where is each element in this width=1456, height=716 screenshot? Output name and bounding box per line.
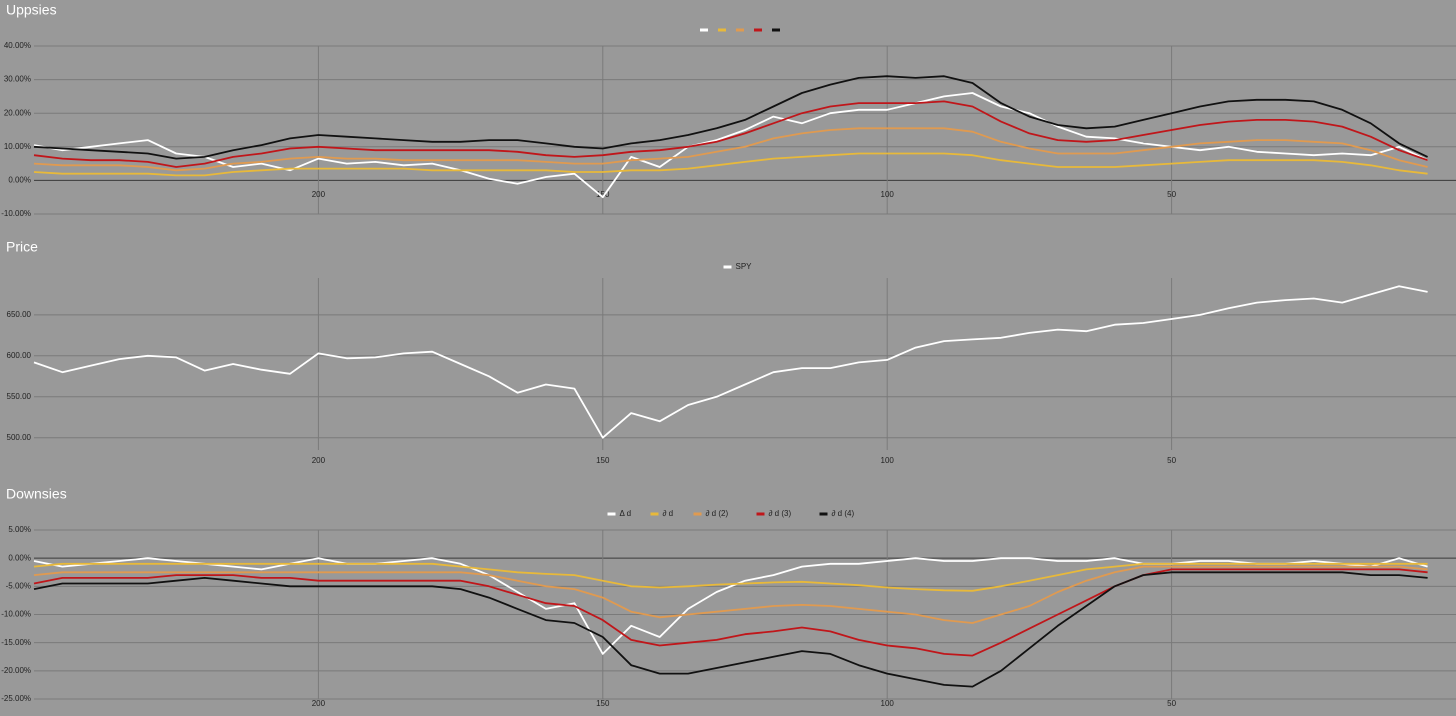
y-tick-label: 10.00% xyxy=(4,142,31,151)
series-line xyxy=(33,127,1428,172)
legend-swatch xyxy=(754,28,762,32)
x-tick-label: 150 xyxy=(596,190,610,199)
x-tick-label: 200 xyxy=(312,190,326,199)
chart-panel: Price 500.00 550.00 600.00 650.00 200 150 100 50… xyxy=(6,239,1456,465)
y-tick-label: -25.00% xyxy=(1,694,31,703)
legend-label: Δ d xyxy=(620,509,632,518)
y-tick-label: -10.00% xyxy=(1,610,31,619)
y-tick-label: -15.00% xyxy=(1,638,31,647)
x-tick-label: 150 xyxy=(596,699,610,708)
chart-title: Uppsies xyxy=(6,2,57,18)
legend-swatch xyxy=(718,28,726,32)
series-line xyxy=(33,568,1428,657)
series-line xyxy=(33,92,1428,199)
legend-label: ∂ d xyxy=(663,509,674,518)
y-tick-label: 600.00 xyxy=(7,351,32,360)
legend-swatch xyxy=(736,28,744,32)
legend-label: ∂ d (2) xyxy=(706,509,729,518)
y-tick-label: -20.00% xyxy=(1,666,31,675)
legend-swatch xyxy=(693,512,702,516)
series-line xyxy=(33,152,1428,177)
series-line xyxy=(33,285,1428,439)
legend-swatch xyxy=(756,512,765,516)
legend-label: ∂ d (4) xyxy=(832,509,855,518)
series-line xyxy=(33,565,1428,624)
x-tick-label: 200 xyxy=(312,699,326,708)
series-line xyxy=(33,562,1428,592)
legend-swatch xyxy=(723,265,732,269)
legend-label: ∂ d (3) xyxy=(769,509,792,518)
series-line xyxy=(33,571,1428,688)
x-tick-label: 200 xyxy=(312,456,326,465)
y-tick-label: -10.00% xyxy=(1,209,31,218)
y-tick-label: 0.00% xyxy=(8,553,31,562)
legend-swatch xyxy=(650,512,659,516)
x-tick-label: 100 xyxy=(881,699,895,708)
y-tick-label: 500.00 xyxy=(7,433,32,442)
legend-swatch xyxy=(819,512,828,516)
y-tick-label: 20.00% xyxy=(4,108,31,117)
legend-swatch xyxy=(607,512,616,516)
legend-swatch xyxy=(772,28,780,32)
series-line xyxy=(33,75,1428,160)
chart-title: Price xyxy=(6,239,38,255)
x-tick-label: 50 xyxy=(1167,456,1176,465)
y-tick-label: 0.00% xyxy=(8,176,31,185)
x-tick-label: 100 xyxy=(881,456,895,465)
series-line xyxy=(33,100,1428,168)
y-tick-label: 550.00 xyxy=(7,392,32,401)
x-tick-label: 150 xyxy=(596,456,610,465)
chart-panel: Uppsies -10.00% 0.00% 10.00% 20.00% 30.00% 40.… xyxy=(1,2,1456,218)
x-tick-label: 100 xyxy=(881,190,895,199)
y-tick-label: 30.00% xyxy=(4,75,31,84)
chart-panel: Downsies -25.00% -20.00% -15.00% -10.00% -5.0… xyxy=(1,486,1456,708)
y-tick-label: 40.00% xyxy=(4,41,31,50)
legend-label: SPY xyxy=(736,262,753,271)
chart-title: Downsies xyxy=(6,486,67,502)
y-tick-label: 650.00 xyxy=(7,310,32,319)
x-tick-label: 50 xyxy=(1167,699,1176,708)
y-tick-label: -5.00% xyxy=(6,581,31,590)
legend-swatch xyxy=(700,28,708,32)
x-tick-label: 50 xyxy=(1167,190,1176,199)
y-tick-label: 5.00% xyxy=(8,525,31,534)
series-line xyxy=(33,557,1428,655)
